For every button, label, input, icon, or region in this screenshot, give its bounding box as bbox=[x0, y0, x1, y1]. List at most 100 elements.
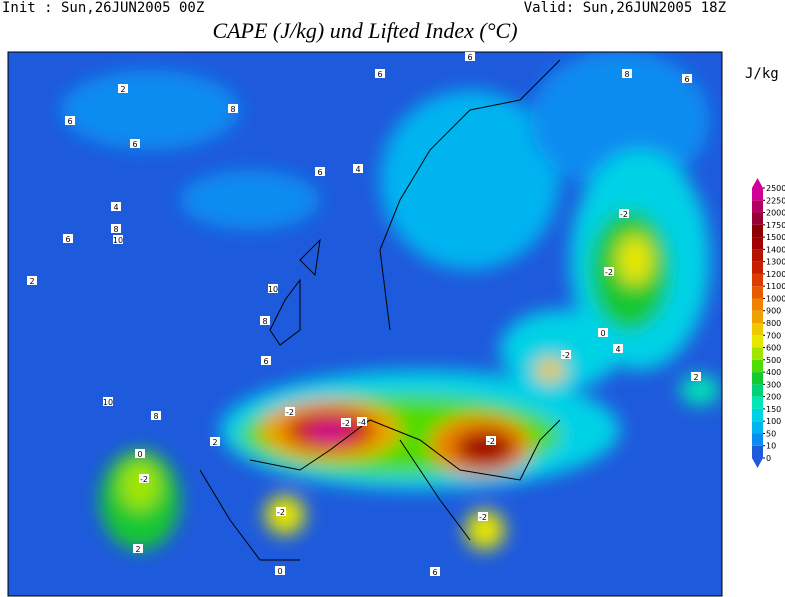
contour-label: -2 bbox=[342, 419, 350, 428]
contour-label: 8 bbox=[262, 317, 267, 326]
contour-label: 6 bbox=[432, 568, 437, 577]
map-title: CAPE (J/kg) und Lifted Index (°C) bbox=[212, 18, 517, 43]
colorbar-label: 100 bbox=[766, 417, 781, 426]
contour-label-box bbox=[682, 74, 692, 83]
colorbar-label: 2500 bbox=[766, 184, 785, 193]
contour-label-box bbox=[341, 418, 351, 427]
contour-label: 8 bbox=[624, 70, 629, 79]
contour-label: 2 bbox=[135, 545, 140, 554]
colorbar-segment bbox=[752, 200, 763, 213]
colorbar-label: 1100 bbox=[766, 282, 785, 291]
colorbar-label: 600 bbox=[766, 344, 781, 353]
colorbar-segment bbox=[752, 433, 763, 446]
contour-label-box bbox=[357, 417, 367, 426]
colorbar-segment bbox=[752, 298, 763, 311]
contour-label-box bbox=[561, 350, 571, 359]
contour-label: -2 bbox=[479, 513, 487, 522]
coastlines bbox=[199, 59, 561, 561]
colorbar-segment bbox=[752, 237, 763, 250]
colorbar-label: 400 bbox=[766, 368, 781, 377]
contour-label: -2 bbox=[562, 351, 570, 360]
contour-label-box bbox=[210, 437, 220, 446]
contour-label-box bbox=[151, 411, 161, 420]
colorbar-label: 1200 bbox=[766, 270, 785, 279]
contour-label-box bbox=[103, 397, 113, 406]
contour-label-box bbox=[261, 356, 271, 365]
contour-label: 2 bbox=[120, 85, 125, 94]
colorbar-segment bbox=[752, 249, 763, 262]
colorbar-label: 300 bbox=[766, 380, 781, 389]
contour-label-box bbox=[113, 235, 123, 244]
colorbar-label: 150 bbox=[766, 405, 781, 414]
contour-label: 8 bbox=[230, 105, 235, 114]
colorbar-segment bbox=[752, 224, 763, 238]
colorbar-label: 2250 bbox=[766, 196, 785, 205]
colorbar-end bbox=[752, 458, 763, 468]
colorbar-label: 1300 bbox=[766, 258, 785, 267]
contour-label: 8 bbox=[113, 225, 118, 234]
contour-label: 6 bbox=[317, 168, 322, 177]
contour-label: -2 bbox=[605, 268, 613, 277]
colorbar-label: 10 bbox=[766, 442, 776, 451]
contour-label-box bbox=[691, 372, 701, 381]
contour-label-box bbox=[111, 224, 121, 233]
colorbar-label: 2000 bbox=[766, 209, 785, 218]
colorbar-label: 500 bbox=[766, 356, 781, 365]
contour-label-box bbox=[260, 316, 270, 325]
contour-label-box bbox=[228, 104, 238, 113]
colorbar-segment bbox=[752, 273, 763, 287]
contour-label: -2 bbox=[286, 408, 294, 417]
colorbar-segment bbox=[752, 212, 763, 225]
contour-label-box bbox=[63, 234, 73, 243]
colorbar-label: 900 bbox=[766, 307, 781, 316]
colorbar-segment bbox=[752, 286, 763, 299]
contour-label-box bbox=[619, 209, 629, 218]
contour-label: 6 bbox=[67, 117, 72, 126]
contour-label: 4 bbox=[615, 345, 620, 354]
colorbar-label: 50 bbox=[766, 429, 776, 438]
colorbar-label: 200 bbox=[766, 393, 781, 402]
colorbar-segment bbox=[752, 359, 763, 373]
contour-label-box bbox=[111, 202, 121, 211]
contour-label: -4 bbox=[358, 418, 366, 427]
contour-label: 6 bbox=[467, 53, 472, 62]
contour-label: -2 bbox=[487, 437, 495, 446]
colorbar-segment bbox=[752, 188, 763, 201]
colorbar-segment bbox=[752, 310, 763, 323]
colorbar-label: 1750 bbox=[766, 221, 785, 230]
contour-label: 6 bbox=[263, 357, 268, 366]
colorbar-unit: J/kg bbox=[745, 66, 779, 82]
contour-label: 6 bbox=[684, 75, 689, 84]
contour-label: 10 bbox=[103, 398, 113, 407]
colorbar-segment bbox=[752, 384, 763, 397]
contour-label-box bbox=[353, 164, 363, 173]
contour-label-box bbox=[478, 512, 488, 521]
colorbar-end bbox=[752, 178, 763, 188]
contour-label: 10 bbox=[113, 236, 123, 245]
contour-label-box bbox=[613, 344, 623, 353]
colorbar-label: 700 bbox=[766, 331, 781, 340]
colorbar-label: 1400 bbox=[766, 245, 785, 254]
contour-label-box bbox=[135, 449, 145, 458]
contour-label: 0 bbox=[600, 329, 605, 338]
contour-label: 0 bbox=[137, 450, 142, 459]
contour-label: -2 bbox=[620, 210, 628, 219]
contour-label: 0 bbox=[277, 567, 282, 576]
colorbar-label: 800 bbox=[766, 319, 781, 328]
colorbar-segment bbox=[752, 408, 763, 422]
colorbar-segment bbox=[752, 445, 763, 458]
contour-label-box bbox=[275, 566, 285, 575]
contour-label: -2 bbox=[277, 508, 285, 517]
contour-label: -2 bbox=[140, 475, 148, 484]
contour-label: 8 bbox=[153, 412, 158, 421]
contour-label: 6 bbox=[377, 70, 382, 79]
valid-time: Valid: Sun,26JUN2005 18Z bbox=[524, 0, 726, 16]
contour-label-box bbox=[465, 52, 475, 61]
map-area bbox=[8, 52, 722, 596]
contour-label-box bbox=[622, 69, 632, 78]
colorbar-segment bbox=[752, 421, 763, 434]
colorbar-segment bbox=[752, 396, 763, 409]
contour-label-box bbox=[118, 84, 128, 93]
contour-label-box bbox=[133, 544, 143, 553]
